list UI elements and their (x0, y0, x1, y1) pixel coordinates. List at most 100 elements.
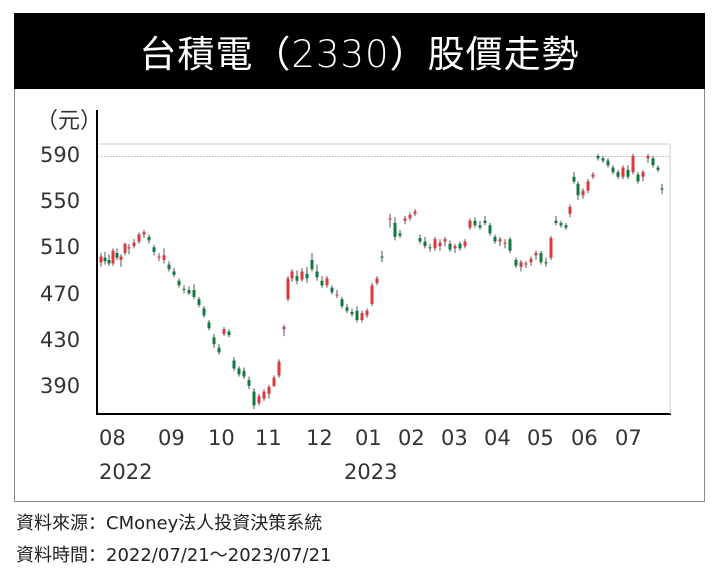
candle-up (277, 361, 281, 376)
candle-up (524, 263, 528, 265)
candle-up (282, 326, 286, 330)
candle-up (157, 256, 161, 258)
candle-down (340, 299, 344, 307)
candle-down (508, 239, 512, 251)
candle-down (315, 271, 319, 278)
candle-up (388, 218, 392, 220)
candle-down (626, 169, 630, 177)
candle-down (380, 256, 384, 258)
candle-down (103, 257, 107, 262)
candle-up (433, 239, 437, 249)
candle-down (448, 243, 452, 250)
candle-up (529, 258, 533, 263)
candle-down (488, 225, 492, 234)
candle-up (257, 396, 261, 404)
y-axis-unit-label: （元） (36, 109, 103, 134)
candle-up (581, 190, 585, 196)
candle-down (483, 220, 487, 223)
x-tick-label: 04 (484, 426, 511, 450)
candle-down (310, 259, 314, 270)
candle-up (272, 377, 276, 386)
candle-down (576, 183, 580, 196)
candle-down (514, 259, 518, 266)
candle-down (152, 247, 156, 252)
candle-down (217, 347, 221, 353)
candle-down (202, 308, 206, 316)
candle-down (656, 167, 660, 170)
y-tick-label: 430 (40, 328, 81, 352)
candle-down (177, 280, 181, 286)
candle-up (534, 253, 538, 256)
candle-up (443, 239, 447, 242)
x-tick-label: 12 (306, 426, 333, 450)
candle-down (660, 188, 664, 190)
candle-down (636, 174, 640, 182)
x-tick-label: 06 (571, 426, 598, 450)
y-tick-label: 470 (40, 282, 81, 306)
candle-down (493, 236, 497, 242)
candle-down (207, 322, 211, 329)
candle-down (147, 236, 151, 241)
candle-up (498, 239, 502, 242)
candle-down (611, 167, 615, 173)
candle-down (651, 158, 655, 166)
candle-down (606, 160, 610, 166)
candle-down (237, 368, 241, 375)
candle-down (559, 222, 563, 226)
candle-down (295, 276, 299, 281)
candle-up (403, 218, 407, 221)
data-period: 資料時間：2022/07/21～2023/07/21 (16, 545, 332, 566)
candle-down (423, 241, 427, 247)
candle-up (591, 174, 595, 177)
candle-up (503, 242, 507, 244)
candle-up (290, 271, 294, 279)
candle-up (641, 172, 645, 177)
candle-up (413, 211, 417, 214)
candle-up (99, 256, 103, 263)
candle-up (325, 278, 329, 286)
x-tick-label: 05 (527, 426, 554, 450)
candle-up (267, 387, 271, 394)
candle-down (115, 253, 119, 258)
candle-down (247, 380, 251, 386)
candle-up (137, 234, 141, 242)
candle-down (197, 299, 201, 305)
x-tick-label: 02 (398, 426, 425, 450)
candles (99, 153, 664, 409)
candle-down (428, 247, 432, 249)
candle-up (335, 294, 339, 296)
candle-down (187, 289, 191, 294)
candle-up (360, 313, 364, 321)
candle-down (227, 331, 231, 336)
candle-down (473, 220, 477, 226)
x-tick-label: 08 (99, 426, 126, 450)
candle-up (408, 214, 412, 219)
candle-up (631, 156, 635, 173)
candle-up (162, 255, 166, 260)
candle-down (393, 222, 397, 237)
candle-down (242, 370, 246, 377)
chart-title: 台積電（2330）股價走勢 (14, 13, 705, 89)
candle-down (596, 156, 600, 159)
candle-up (519, 262, 523, 267)
x-tick-label: 01 (355, 426, 382, 450)
candle-up (300, 271, 304, 280)
x-tick-label: 09 (158, 426, 185, 450)
candle-up (286, 278, 290, 300)
candle-up (123, 243, 127, 254)
year-label-2022: 2022 (99, 460, 153, 484)
candle-down (345, 307, 349, 311)
candle-down (330, 287, 334, 293)
x-tick-label: 10 (208, 426, 235, 450)
candle-up (142, 232, 146, 235)
candle-up (111, 250, 115, 264)
candle-down (544, 262, 548, 264)
candle-down (182, 288, 186, 290)
candle-up (586, 181, 590, 191)
candle-down (572, 176, 576, 182)
candle-up (375, 278, 379, 284)
candle-down (601, 158, 605, 161)
candle-down (564, 225, 568, 228)
candle-up (646, 156, 650, 159)
